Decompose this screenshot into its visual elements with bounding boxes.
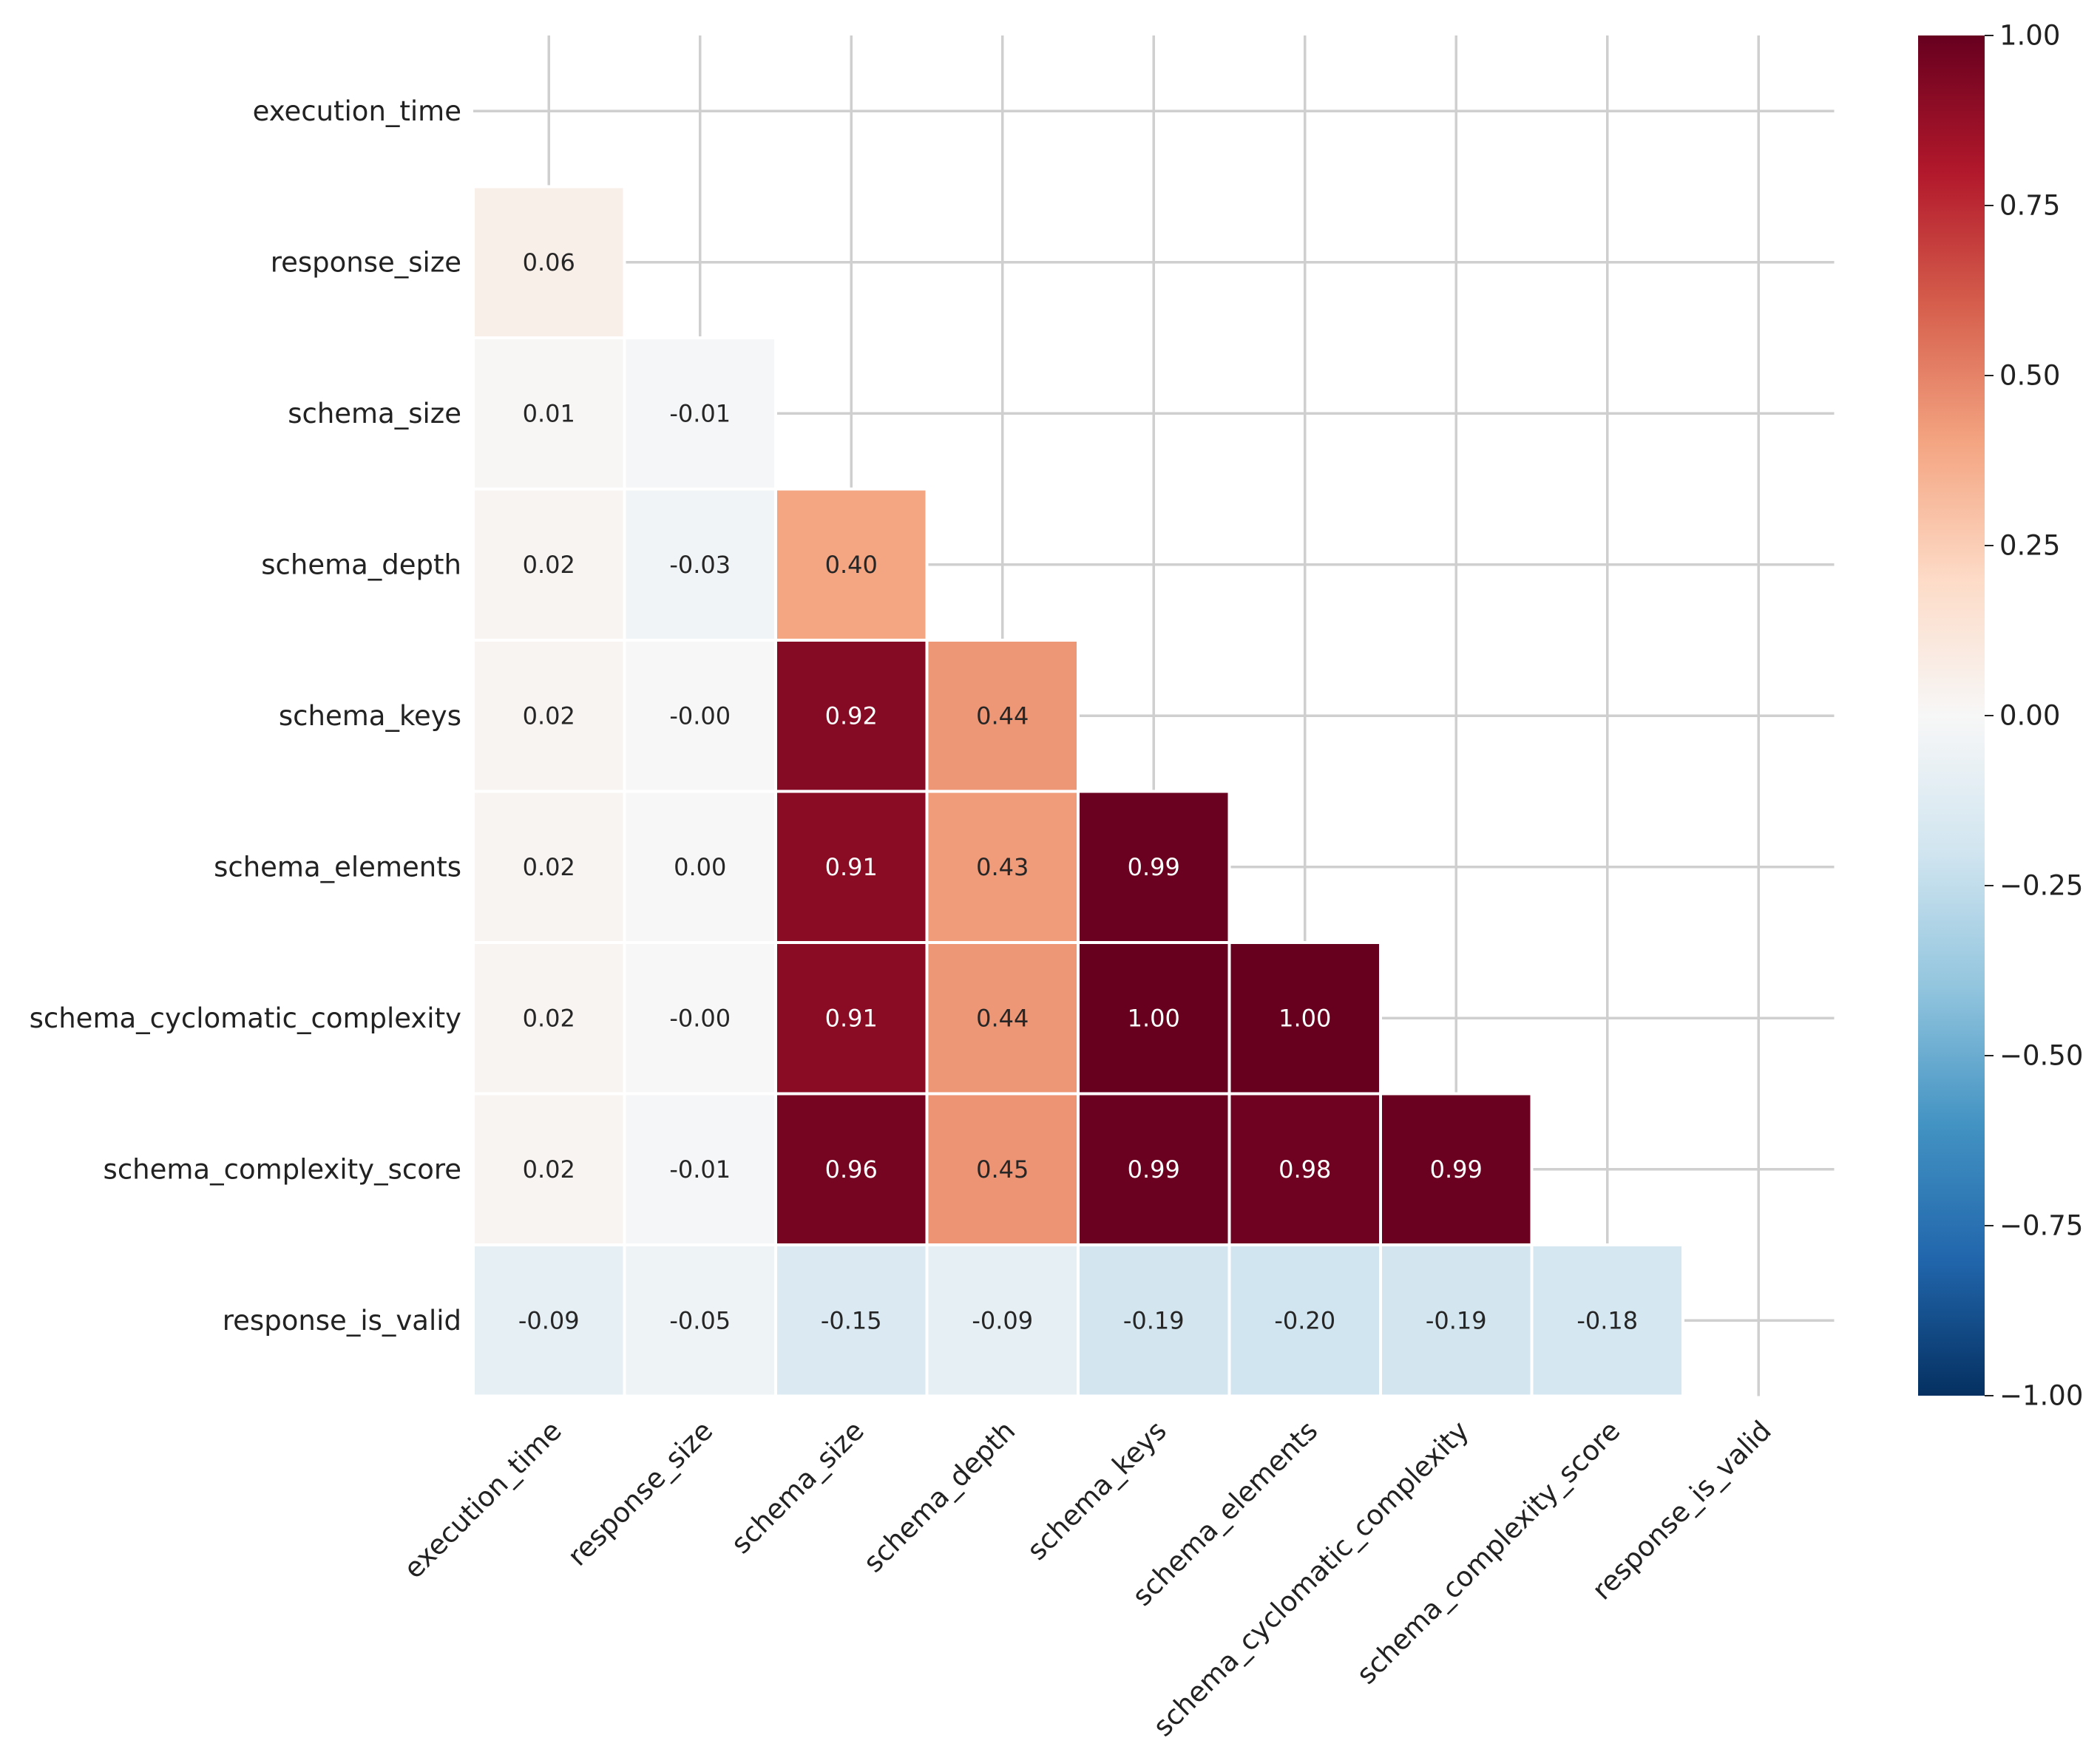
cell-value-label: -0.00 <box>669 1004 731 1032</box>
cell-value-label: 0.96 <box>825 1155 878 1184</box>
heatmap-cell <box>1379 1243 1534 1398</box>
heatmap-cell <box>925 1243 1080 1398</box>
heatmap-cells <box>472 185 1684 1398</box>
cell-value-label: -0.09 <box>972 1306 1033 1334</box>
heatmap-cell <box>774 1092 929 1246</box>
x-tick-label: response_size <box>561 1415 719 1572</box>
heatmap-cell <box>472 487 626 642</box>
cell-value-label: 0.91 <box>825 1004 878 1032</box>
heatmap-cell <box>1530 1243 1684 1398</box>
cell-value-label: 0.45 <box>976 1155 1029 1184</box>
x-tick-label: schema_complexity_score <box>1350 1415 1626 1691</box>
colorbar-tick-label: −0.75 <box>1999 1210 2083 1242</box>
heatmap-cell <box>925 639 1080 793</box>
colorbar-gradient <box>1918 35 1985 1396</box>
heatmap-cell <box>1227 1092 1382 1246</box>
colorbar-tick-label: 1.00 <box>1999 20 2060 52</box>
cell-value-label: 0.91 <box>825 853 878 881</box>
colorbar-tick-label: 0.00 <box>1999 700 2060 732</box>
cell-value-label: -0.05 <box>669 1306 731 1334</box>
x-tick-label: schema_size <box>725 1415 870 1560</box>
cell-value-label: 0.44 <box>976 1004 1029 1032</box>
x-tick-label: schema_cyclomatic_complexity <box>1147 1415 1475 1743</box>
cell-value-label: 0.02 <box>523 1004 575 1032</box>
colorbar: 1.00 0.75 0.50 0.25 0.00 −0.25 −0.50 −0.75 −1.00 <box>1918 20 2083 1412</box>
cell-value-label: 0.98 <box>1278 1155 1331 1184</box>
heatmap-cell <box>774 1243 929 1398</box>
cell-value-label: -0.01 <box>669 1155 731 1184</box>
colorbar-tick-label: 0.75 <box>1999 190 2060 222</box>
cell-value-label: 0.99 <box>1430 1155 1483 1184</box>
y-axis-tick-labels: execution_time response_size schema_sizesc… <box>30 95 461 1337</box>
heatmap-cell <box>774 790 929 944</box>
cell-value-label: 0.92 <box>825 702 878 730</box>
cell-value-label: 0.44 <box>976 702 1029 730</box>
cell-value-label: 0.43 <box>976 853 1029 881</box>
cell-value-label: 0.02 <box>523 853 575 881</box>
cell-value-label: 0.02 <box>523 551 575 579</box>
colorbar-tick-label: −0.50 <box>1999 1040 2083 1072</box>
x-tick-label: schema_keys <box>1021 1415 1173 1566</box>
cell-value-label: 0.40 <box>825 551 878 579</box>
cell-value-label: -0.19 <box>1123 1306 1185 1334</box>
y-tick-label: execution_time <box>253 95 461 127</box>
heatmap-cell <box>472 1243 626 1398</box>
x-tick-label: execution_time <box>398 1415 568 1585</box>
heatmap-cell <box>472 941 626 1096</box>
cell-value-label: 0.99 <box>1128 853 1180 881</box>
cell-value-label: -0.18 <box>1576 1306 1638 1334</box>
y-tick-label: schema_complexity_score <box>104 1153 461 1185</box>
heatmap-cell <box>623 1092 777 1246</box>
cell-value-label: 0.06 <box>523 248 575 276</box>
cell-value-label: 1.00 <box>1128 1004 1180 1032</box>
y-tick-label: schema_keys <box>279 700 461 732</box>
colorbar-tick-label: 0.50 <box>1999 360 2060 392</box>
cell-value-label: 0.00 <box>674 853 726 881</box>
heatmap-cell <box>774 941 929 1096</box>
heatmap-cell <box>472 336 626 491</box>
y-tick-label: schema_depth <box>261 549 461 580</box>
cell-value-label: 0.02 <box>523 1155 575 1184</box>
heatmap-cell <box>472 1092 626 1246</box>
colorbar-tick-label: −0.25 <box>1999 870 2083 902</box>
heatmap-cell <box>1077 1092 1231 1246</box>
heatmap-cell <box>1077 790 1231 944</box>
y-tick-label: response_is_valid <box>223 1305 461 1337</box>
colorbar-tick-label: −1.00 <box>1999 1380 2083 1412</box>
x-tick-label: schema_depth <box>857 1415 1021 1579</box>
y-tick-label: schema_size <box>288 398 461 429</box>
cell-value-label: -0.01 <box>669 399 731 427</box>
heatmap-cell <box>925 1092 1080 1246</box>
colorbar-tick-label: 0.25 <box>1999 530 2060 562</box>
heatmap-cell <box>774 487 929 642</box>
cell-value-label: 1.00 <box>1278 1004 1331 1032</box>
heatmap-cell-labels: 0.06 0.01 -0.01 0.02 -0.03 0.40 0.02 -0.00 0.92 0… <box>518 248 1638 1335</box>
y-tick-label: schema_cyclomatic_complexity <box>30 1002 461 1034</box>
heatmap-cell <box>1379 1092 1534 1246</box>
heatmap-cell <box>623 336 777 491</box>
heatmap-cell <box>623 639 777 793</box>
cell-value-label: 0.01 <box>523 399 575 427</box>
heatmap-cell <box>925 790 1080 944</box>
cell-value-label: 0.99 <box>1128 1155 1180 1184</box>
cell-value-label: 0.02 <box>523 702 575 730</box>
cell-value-label: -0.03 <box>669 551 731 579</box>
cell-value-label: -0.09 <box>518 1306 580 1334</box>
cell-value-label: -0.15 <box>821 1306 882 1334</box>
y-tick-label: schema_elements <box>214 851 461 883</box>
cell-value-label: -0.20 <box>1274 1306 1335 1334</box>
heatmap-cell <box>623 790 777 944</box>
heatmap-cell <box>472 185 626 339</box>
heatmap-cell <box>1077 1243 1231 1398</box>
y-tick-label: response_size <box>271 246 461 278</box>
heatmap-cell <box>925 941 1080 1096</box>
cell-value-label: -0.00 <box>669 702 731 730</box>
heatmap-cell <box>623 941 777 1096</box>
cell-value-label: -0.19 <box>1426 1306 1487 1334</box>
